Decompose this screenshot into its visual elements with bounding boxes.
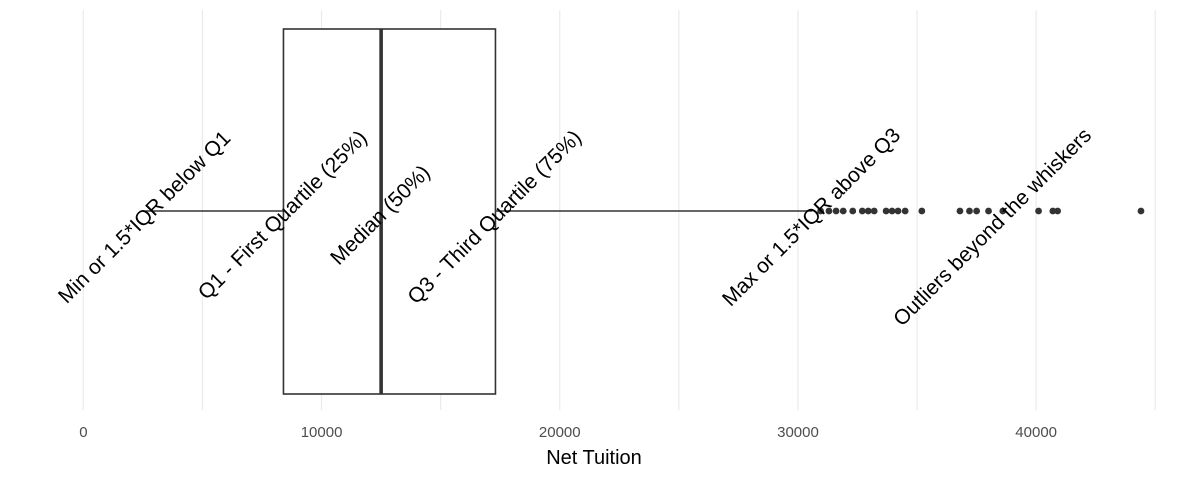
- interquartile-box: [282, 28, 497, 395]
- outlier-point: [870, 207, 878, 215]
- outlier-point: [882, 207, 890, 215]
- annotation-label: Max or 1.5*IQR above Q3: [718, 124, 905, 311]
- outlier-point: [849, 207, 857, 215]
- x-tick-label: 20000: [539, 424, 581, 441]
- x-axis-ticks: 0 10000 20000 30000 40000: [79, 424, 1057, 441]
- outlier-point: [1054, 207, 1062, 215]
- outlier-point: [858, 207, 866, 215]
- outlier-point: [832, 207, 840, 215]
- outlier-point: [864, 207, 872, 215]
- x-tick-label: 40000: [1015, 424, 1057, 441]
- outlier-point: [1035, 207, 1042, 215]
- x-tick-label: 30000: [777, 424, 819, 441]
- outlier-point: [918, 207, 926, 215]
- outlier-point: [966, 207, 973, 215]
- outliers: [817, 207, 1145, 215]
- outlier-point: [999, 207, 1007, 215]
- outlier-point: [901, 207, 909, 215]
- x-tick-label: 10000: [301, 424, 343, 441]
- outlier-point: [956, 207, 964, 215]
- outlier-point: [985, 207, 992, 215]
- box: [282, 28, 497, 395]
- outlier-point: [973, 207, 981, 215]
- outlier-point: [817, 207, 824, 215]
- outlier-point: [894, 207, 902, 215]
- x-tick-label: 0: [79, 424, 87, 441]
- outlier-point: [1137, 207, 1145, 215]
- outlier-point: [1049, 207, 1057, 215]
- outlier-point: [839, 207, 847, 215]
- annotation-label: Outliers beyond the whiskers: [889, 124, 1096, 331]
- outlier-point: [825, 207, 833, 215]
- x-axis-title: Net Tuition: [546, 447, 642, 469]
- outlier-point: [888, 207, 896, 215]
